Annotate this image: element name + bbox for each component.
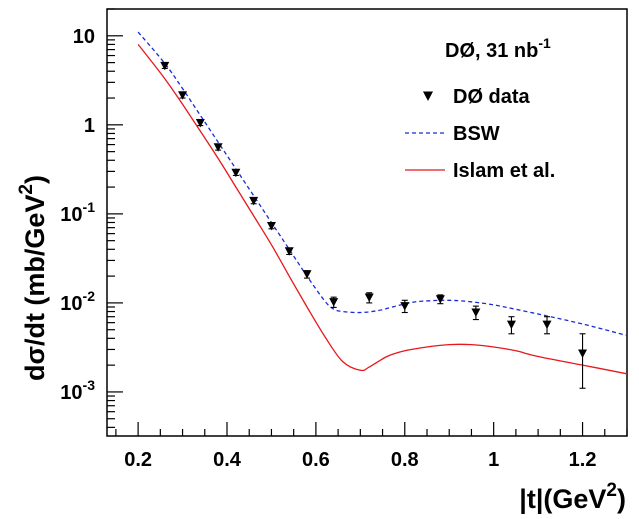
marker-triangle [302,270,312,279]
data-point [506,316,516,335]
data-points [160,61,588,389]
legend-label: BSW [453,123,500,145]
x-tick-label: 1 [488,449,499,471]
data-point [329,296,339,308]
data-point [364,292,374,304]
x-tick-label: 1.2 [569,449,597,471]
marker-triangle [160,61,170,71]
marker-triangle [329,298,339,307]
data-point [266,222,276,231]
data-point [542,316,552,335]
islam-curve [137,43,627,375]
y-axis-title: dσ/dt (mb/GeV2) [16,175,50,381]
data-point [578,333,588,389]
y-tick-label: 10-3 [60,377,95,404]
legend-label: Islam et al. [453,160,555,182]
model-curves [137,31,627,375]
data-point [302,270,312,279]
legend-label: DØ data [453,86,531,108]
data-point [213,143,223,152]
x-tick-label: 0.2 [124,449,152,471]
data-point [471,305,481,321]
marker-triangle [178,91,188,100]
y-tick-label: 1 [84,115,95,137]
legend-marker-icon [423,91,433,101]
x-tick-label: 0.8 [391,449,419,471]
data-point [435,294,445,305]
marker-triangle [435,295,445,304]
marker-triangle [231,168,241,178]
x-tick-label: 0.4 [213,449,242,471]
marker-triangle [400,302,410,311]
data-point [195,118,205,128]
data-point [160,61,170,71]
y-tick-label: 10-2 [60,288,95,315]
marker-triangle [542,320,552,330]
legend-entry: DØ data [423,86,531,108]
y-tick-label: 10 [73,26,95,48]
marker-triangle [284,247,294,256]
marker-triangle [364,293,374,303]
marker-triangle [266,222,276,231]
data-point [400,299,410,314]
data-point [284,247,294,256]
x-tick-label: 0.6 [302,449,330,471]
y-tick-label: 10-1 [60,199,95,226]
marker-triangle [578,349,588,359]
marker-triangle [249,196,259,206]
data-point [231,168,241,178]
bsw-curve [137,31,627,337]
data-point [249,196,259,206]
marker-triangle [213,143,223,152]
marker-triangle [471,308,481,318]
x-axis-title: |t|(GeV2) [519,480,626,514]
plot-frame [106,8,628,437]
marker-triangle [195,118,205,128]
data-point [178,91,188,100]
legend-entry: BSW [405,123,500,145]
legend: DØ data BSW Islam et al. [405,86,555,182]
marker-triangle [506,320,516,330]
legend-entry: Islam et al. [405,160,555,182]
x-axis: 0.2 0.4 0.6 0.8 1 1.2 [115,422,628,471]
y-axis: 10 1 10-1 10-2 10-3 [60,8,123,428]
annotation-label: DØ, 31 nb-1 [445,35,551,62]
